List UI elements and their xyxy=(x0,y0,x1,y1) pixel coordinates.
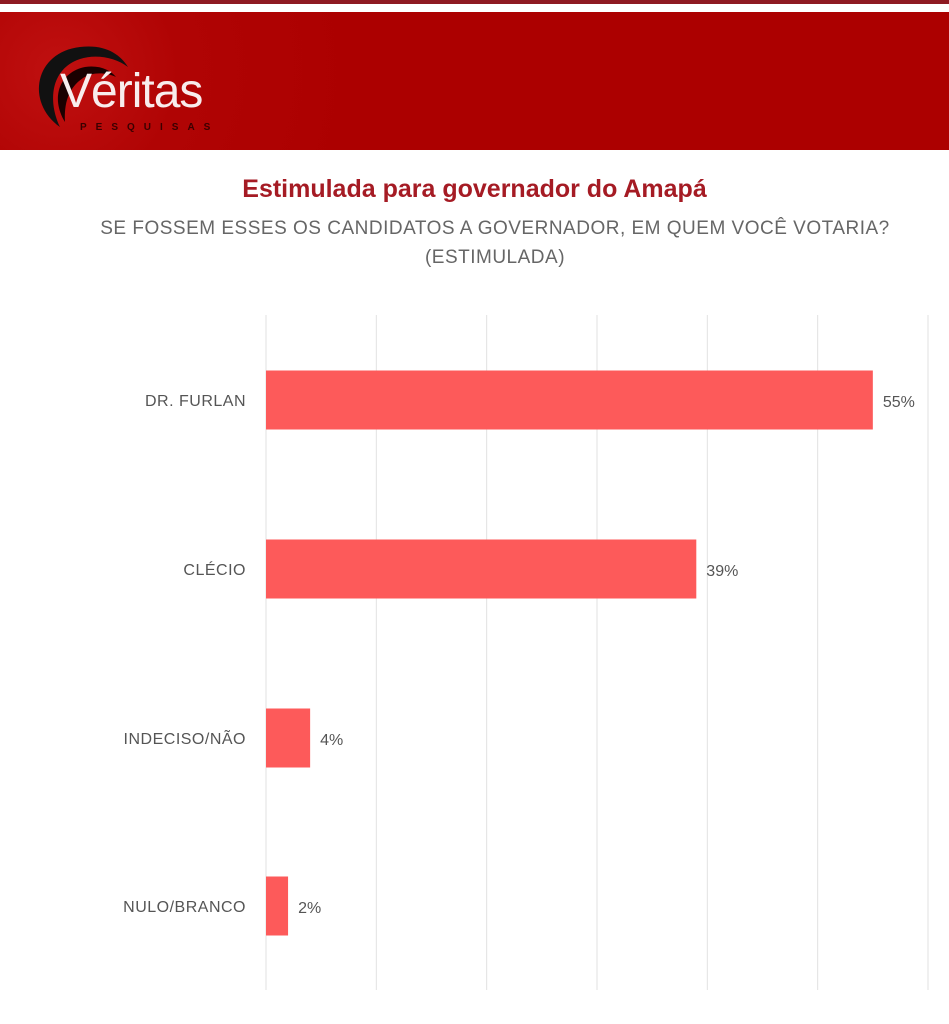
logo-text: Véritas xyxy=(60,65,203,118)
veritas-logo-swoosh-icon xyxy=(38,46,128,128)
data-label: 4% xyxy=(320,732,343,749)
bar-3 xyxy=(266,876,289,936)
bar-2 xyxy=(266,708,311,768)
chart-title: Estimulada para governador do Amapá xyxy=(242,175,707,203)
chart-subtitle: SE FOSSEM ESSES OS CANDIDATOS A GOVERNAD… xyxy=(100,218,890,268)
bar-0 xyxy=(266,370,873,430)
category-label: INDECISO/NÃO xyxy=(124,728,246,748)
data-label: 55% xyxy=(883,394,915,411)
category-label: DR. FURLAN xyxy=(145,393,246,410)
data-label: 2% xyxy=(298,900,321,917)
category-label: NULO/BRANCO xyxy=(123,899,246,916)
category-label: CLÉCIO xyxy=(183,560,246,579)
data-label: 39% xyxy=(706,563,738,580)
top-border xyxy=(0,0,949,4)
logo-subtext: PESQUISAS xyxy=(80,122,220,133)
header-banner: Véritas PESQUISAS xyxy=(0,12,949,150)
bar-1 xyxy=(266,539,697,599)
